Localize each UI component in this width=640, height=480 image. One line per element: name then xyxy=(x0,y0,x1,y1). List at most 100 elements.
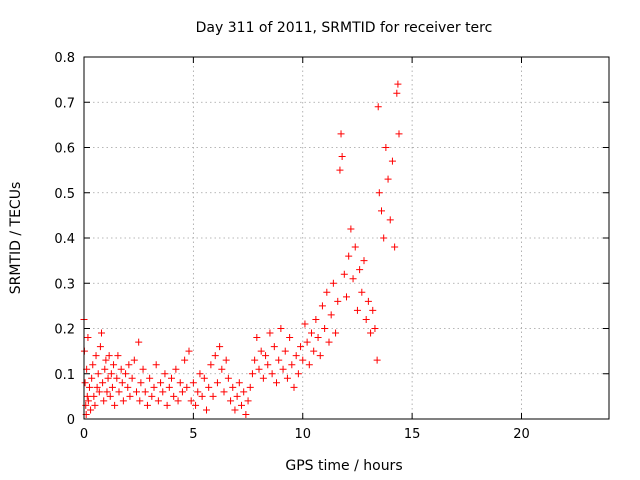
data-point xyxy=(139,365,147,373)
data-point xyxy=(327,311,335,319)
data-point xyxy=(235,379,243,387)
data-point xyxy=(194,388,202,396)
data-point xyxy=(246,383,254,391)
data-point xyxy=(248,370,256,378)
data-point xyxy=(382,144,390,151)
y-tick-label: 0.7 xyxy=(54,96,75,111)
y-tick-label: 0.8 xyxy=(54,51,75,66)
data-point xyxy=(373,356,381,364)
data-point xyxy=(92,352,100,360)
data-point xyxy=(227,397,235,405)
data-point xyxy=(82,401,90,409)
data-point xyxy=(136,397,144,405)
data-point xyxy=(100,397,108,405)
plot-frame xyxy=(83,56,610,420)
data-point xyxy=(255,365,263,373)
data-point xyxy=(257,347,265,355)
y-tick-label: 0.3 xyxy=(54,277,75,292)
data-point xyxy=(130,356,138,364)
data-point xyxy=(161,370,169,378)
data-point xyxy=(375,189,383,197)
data-point xyxy=(277,325,285,332)
data-point xyxy=(183,383,191,391)
data-point xyxy=(96,343,104,351)
data-point xyxy=(345,252,353,260)
data-point xyxy=(288,361,296,369)
data-point xyxy=(305,361,313,369)
tick-labels: 0 5 10 15 20 0 0.1 0.2 0.3 0.4 0.5 0.6 0.7 0.8 xyxy=(54,51,529,442)
data-point xyxy=(106,392,114,400)
data-point xyxy=(290,383,298,391)
data-point xyxy=(146,374,154,382)
data-point xyxy=(332,329,340,337)
data-point xyxy=(264,361,272,369)
data-point xyxy=(380,234,388,242)
data-point xyxy=(150,383,158,391)
x-tick-label: 10 xyxy=(294,427,311,442)
data-point xyxy=(356,266,364,274)
data-point xyxy=(152,361,160,369)
data-point xyxy=(83,392,91,400)
data-point xyxy=(174,397,182,405)
data-point xyxy=(394,80,402,88)
data-point xyxy=(102,356,110,364)
y-tick-label: 0.5 xyxy=(54,187,75,202)
data-point xyxy=(303,338,311,346)
data-point xyxy=(170,392,178,400)
data-point xyxy=(343,293,350,301)
data-point xyxy=(294,370,302,378)
data-point xyxy=(189,379,197,387)
data-point xyxy=(165,383,173,391)
data-point xyxy=(251,356,259,364)
data-point xyxy=(340,270,348,278)
x-tick-label: 15 xyxy=(404,427,421,442)
data-point xyxy=(178,388,186,396)
data-point xyxy=(141,388,149,396)
data-point xyxy=(203,406,210,414)
data-point xyxy=(310,347,318,355)
x-tick-label: 20 xyxy=(513,427,530,442)
data-point xyxy=(364,297,372,305)
data-point xyxy=(87,406,95,414)
data-point xyxy=(113,374,121,382)
data-point xyxy=(85,383,93,391)
data-point xyxy=(238,401,245,409)
data-point xyxy=(367,329,375,337)
data-point xyxy=(172,365,180,373)
data-points xyxy=(80,80,403,418)
data-point xyxy=(90,392,98,400)
y-tick-label: 0.1 xyxy=(54,368,75,383)
data-point xyxy=(163,401,171,409)
y-tick-label: 0.2 xyxy=(54,323,75,338)
data-point xyxy=(253,334,261,342)
data-point xyxy=(321,325,329,332)
data-point xyxy=(205,383,213,391)
data-point xyxy=(279,365,287,373)
data-point xyxy=(286,334,294,342)
data-point xyxy=(240,388,248,396)
data-point xyxy=(108,383,116,391)
x-tick-label: 0 xyxy=(80,427,88,442)
data-point xyxy=(103,388,111,396)
data-point xyxy=(233,392,241,400)
data-point xyxy=(207,361,215,369)
data-point xyxy=(93,383,101,391)
data-point xyxy=(386,216,394,224)
data-point xyxy=(297,343,305,351)
data-point xyxy=(325,338,333,346)
data-point xyxy=(135,338,143,346)
data-point xyxy=(99,379,107,387)
data-point xyxy=(213,379,221,387)
data-point xyxy=(159,388,167,396)
data-point xyxy=(347,225,355,233)
data-point xyxy=(270,343,278,351)
y-tick-label: 0.4 xyxy=(54,232,75,247)
data-point xyxy=(314,334,322,342)
data-point xyxy=(192,401,200,409)
data-point xyxy=(222,356,230,364)
data-point xyxy=(143,401,151,409)
data-point xyxy=(128,374,136,382)
data-point xyxy=(283,374,291,382)
data-point xyxy=(301,320,309,328)
data-point xyxy=(118,379,126,387)
